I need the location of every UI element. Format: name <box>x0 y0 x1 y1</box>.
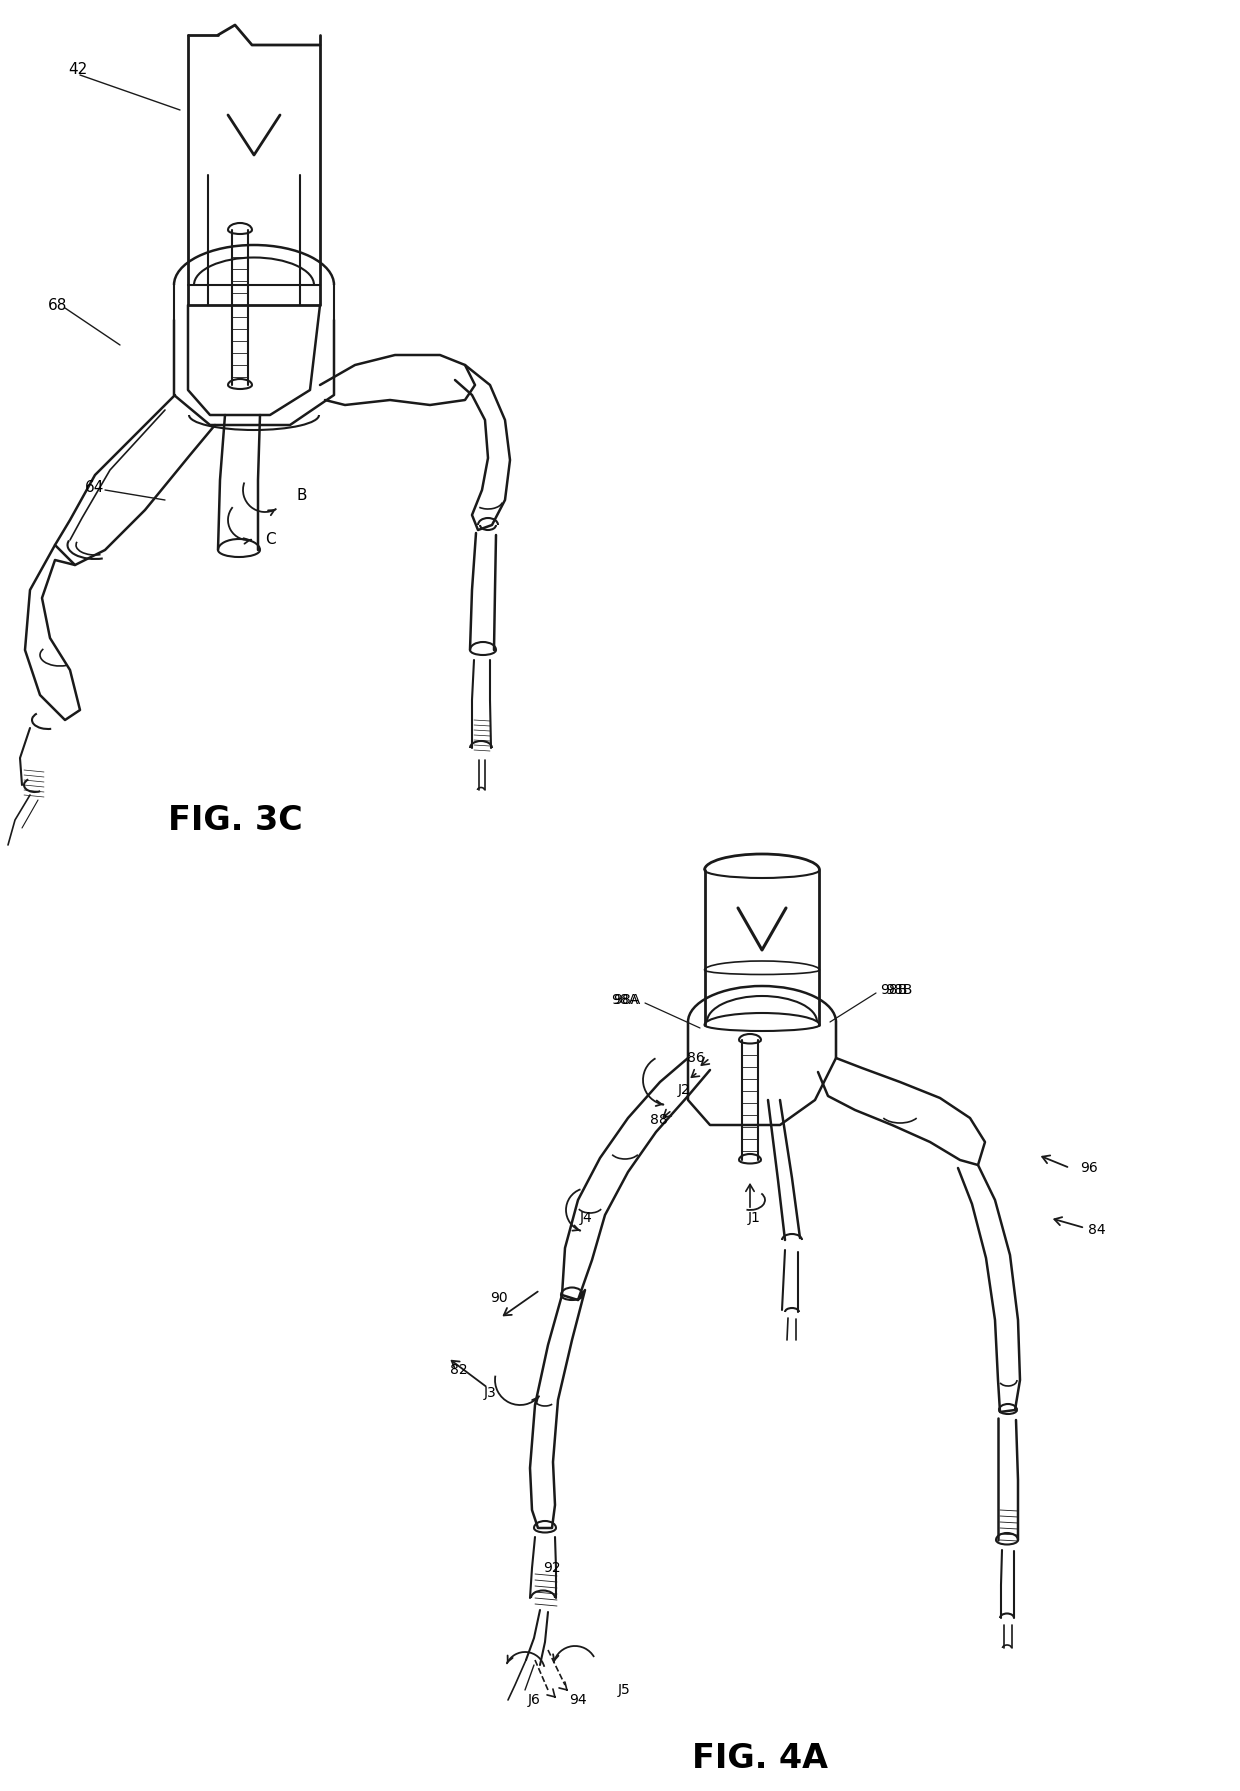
Text: 68: 68 <box>48 297 67 312</box>
Text: 42: 42 <box>68 63 87 77</box>
Text: 98A: 98A <box>613 992 640 1007</box>
Text: J4: J4 <box>579 1211 591 1225</box>
Text: 86: 86 <box>687 1051 706 1066</box>
Text: FIG. 3C: FIG. 3C <box>167 804 303 836</box>
Text: 88: 88 <box>650 1112 668 1127</box>
Text: J6: J6 <box>527 1692 541 1707</box>
Text: 96: 96 <box>1080 1161 1097 1175</box>
Text: 98B: 98B <box>880 983 908 998</box>
Text: 64: 64 <box>86 480 104 494</box>
Text: 84: 84 <box>1087 1223 1106 1238</box>
Text: J1: J1 <box>748 1211 760 1225</box>
Text: C: C <box>265 532 275 548</box>
Text: B: B <box>296 487 306 503</box>
Text: J5: J5 <box>618 1684 631 1698</box>
Text: J3: J3 <box>484 1386 496 1401</box>
Text: FIG. 4A: FIG. 4A <box>692 1741 828 1775</box>
Text: 98B: 98B <box>885 983 913 998</box>
Text: 94: 94 <box>569 1692 587 1707</box>
Text: 98A: 98A <box>611 992 639 1007</box>
Text: J2: J2 <box>677 1084 689 1098</box>
Text: 92: 92 <box>543 1562 560 1574</box>
Text: 82: 82 <box>450 1363 467 1377</box>
Text: 90: 90 <box>490 1291 508 1306</box>
